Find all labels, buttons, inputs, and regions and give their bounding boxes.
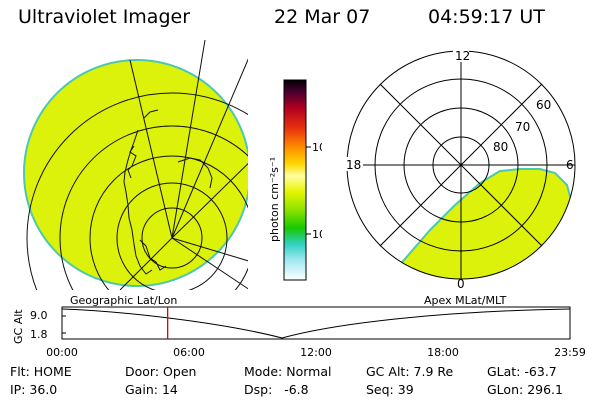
colorbar-tick-100: 100 [312, 141, 322, 154]
colorbar-gradient [283, 79, 307, 281]
time-tick-1200: 12:00 [300, 346, 332, 359]
coastlines [123, 109, 213, 275]
mode-status: Mode: Normal [244, 364, 332, 379]
lat-label-70: 70 [515, 120, 530, 134]
gc-alt-timeline: Geographic Lat/Lon Apex MLat/MLT GC Alt … [12, 294, 586, 359]
mlt-label-0: 0 [457, 277, 465, 290]
mlt-label-18: 18 [346, 158, 361, 172]
mlt-label-12: 12 [455, 49, 470, 63]
flight-status: Flt: HOME [10, 364, 72, 379]
time-tick-1800: 18:00 [427, 346, 459, 359]
gc-alt-status: GC Alt: 7.9 Re [366, 364, 454, 379]
lat-label-80: 80 [493, 140, 508, 154]
door-status: Door: Open [125, 364, 197, 379]
earth-disk-emission [23, 59, 248, 287]
altitude-curve [61, 308, 571, 339]
seq-status: Seq: 39 [366, 382, 414, 397]
colorbar-tick-10: 10 [312, 228, 322, 241]
colorbar-unit-label: photon cm⁻²s⁻¹ [268, 157, 281, 242]
time-tick-0600: 06:00 [173, 346, 205, 359]
glon-status: GLon: 296.1 [487, 382, 563, 397]
time-label: 04:59:17 UT [428, 6, 545, 28]
gain-status: Gain: 14 [125, 382, 178, 397]
dsp-status: Dsp: -6.8 [244, 382, 309, 397]
polar-mlt-plot: 12 18 6 0 60 70 80 [345, 49, 576, 290]
geographic-image-panel [23, 39, 248, 290]
instrument-title: Ultraviolet Imager [18, 6, 191, 28]
time-tick-0000: 00:00 [46, 346, 78, 359]
colorbar: 100 10 photon cm⁻²s⁻¹ [268, 79, 322, 281]
gc-alt-axis-label: GC Alt [12, 309, 25, 344]
ip-status: IP: 36.0 [10, 382, 58, 397]
geographic-grid [26, 39, 248, 290]
glat-status: GLat: -63.7 [487, 364, 557, 379]
geographic-caption: Geographic Lat/Lon [70, 294, 177, 307]
date-label: 22 Mar 07 [274, 6, 371, 28]
lat-label-60: 60 [536, 98, 551, 112]
polar-grid [346, 50, 576, 280]
apex-caption: Apex MLat/MLT [424, 294, 507, 307]
time-tick-2359: 23:59 [554, 346, 586, 359]
timeline-frame [61, 306, 571, 340]
mlt-label-6: 6 [566, 158, 574, 172]
gc-alt-tick-high: 9.0 [30, 309, 48, 322]
gc-alt-tick-low: 1.8 [30, 328, 48, 341]
